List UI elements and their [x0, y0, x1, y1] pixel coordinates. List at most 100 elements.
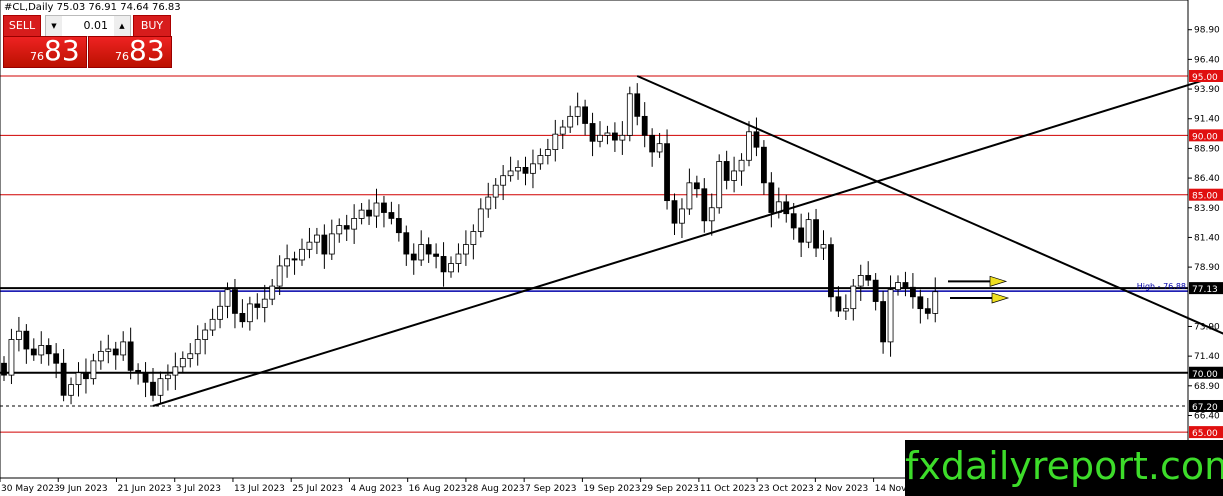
candle — [112, 348, 119, 356]
price-badge — [1189, 426, 1223, 439]
candle — [746, 131, 752, 161]
x-tick-label: 7 Sep 2023 — [525, 484, 576, 494]
buy-price-small: 76 — [115, 50, 129, 63]
candle — [1, 362, 7, 376]
triangle-up-icon[interactable]: ▲ — [114, 16, 130, 36]
candle — [604, 132, 611, 136]
x-tick-label: 29 Sep 2023 — [642, 484, 699, 494]
candle — [306, 241, 313, 250]
candle — [410, 253, 417, 261]
candle — [753, 131, 760, 148]
candle — [679, 208, 685, 224]
candle — [254, 303, 261, 308]
candle — [388, 212, 395, 219]
candle — [68, 384, 74, 396]
price-badge-label: 67.20 — [1192, 403, 1218, 413]
y-tick-label: 78.90 — [1194, 263, 1220, 273]
y-tick-label: 73.90 — [1194, 322, 1220, 332]
candle — [150, 381, 156, 396]
candle — [105, 348, 112, 352]
y-tick-label: 71.40 — [1194, 352, 1220, 362]
candle — [90, 360, 97, 380]
candle — [649, 134, 656, 153]
candle — [910, 286, 916, 298]
candle — [641, 115, 648, 136]
candle — [544, 149, 551, 156]
buy-price[interactable]: 76 83 — [88, 34, 172, 68]
price-badge — [1189, 399, 1223, 412]
candle — [313, 234, 320, 243]
candle — [440, 256, 447, 273]
candle — [97, 350, 104, 362]
candle — [448, 263, 454, 273]
candle — [462, 244, 469, 255]
lot-value[interactable]: 0.01 — [83, 19, 109, 32]
price-badge — [1189, 188, 1223, 201]
candle — [336, 225, 343, 235]
candle — [30, 348, 37, 356]
candle — [418, 244, 425, 261]
candle — [127, 341, 134, 371]
candle — [798, 227, 805, 243]
sell-price[interactable]: 76 83 — [3, 34, 87, 68]
candle — [500, 175, 507, 186]
candle — [559, 126, 566, 135]
candle — [217, 305, 223, 320]
candle — [83, 372, 89, 380]
lot-size-field[interactable]: ▼ 0.01 ▲ — [45, 15, 131, 37]
candle — [269, 285, 276, 300]
candle — [373, 202, 380, 217]
candle — [194, 339, 201, 355]
candle — [135, 369, 142, 374]
price-badge — [1189, 366, 1223, 379]
candle — [164, 374, 171, 380]
candle — [485, 196, 492, 210]
candle — [783, 201, 790, 215]
y-tick-label: 88.90 — [1194, 144, 1220, 154]
candle — [582, 106, 588, 124]
candle — [75, 372, 82, 386]
candle — [351, 218, 358, 230]
candle — [761, 146, 767, 184]
chart-title: #CL,Daily 75.03 76.91 74.64 76.83 — [4, 2, 181, 13]
candle — [574, 106, 581, 117]
price-badge — [1189, 129, 1223, 142]
y-tick-label: 86.40 — [1194, 174, 1220, 184]
candle — [634, 93, 641, 117]
candle — [187, 353, 194, 359]
candle — [693, 182, 700, 190]
candle — [276, 265, 283, 287]
candle — [768, 182, 775, 213]
y-tick-label: 68.90 — [1194, 382, 1220, 392]
sell-price-small: 76 — [30, 50, 44, 63]
candle — [358, 209, 365, 219]
sell-button[interactable]: SELL — [3, 15, 41, 37]
triangle-down-icon[interactable]: ▼ — [46, 16, 62, 36]
high-line-label: High - 76.88 — [1137, 282, 1186, 291]
x-tick-label: 16 Aug 2023 — [409, 484, 467, 494]
candle — [865, 275, 872, 281]
candle — [828, 244, 834, 298]
candle — [425, 244, 432, 255]
candle — [805, 219, 812, 243]
candle — [403, 232, 410, 255]
plot-frame — [0, 0, 1189, 479]
candle — [850, 285, 857, 310]
candle — [820, 244, 827, 249]
candle — [612, 132, 618, 141]
candle — [708, 207, 715, 222]
candle — [619, 134, 626, 141]
x-tick-label: 21 Jun 2023 — [117, 484, 171, 494]
y-tick-label: 98.90 — [1194, 26, 1220, 36]
x-tick-label: 3 Jul 2023 — [176, 484, 221, 494]
x-tick-label: 11 Oct 2023 — [700, 484, 756, 494]
y-tick-label: 93.90 — [1194, 85, 1220, 95]
y-tick-label: 81.40 — [1194, 233, 1220, 243]
candle — [291, 258, 298, 261]
candle — [880, 301, 886, 343]
y-tick-label: 83.90 — [1194, 204, 1220, 214]
price-badge-label: 95.00 — [1192, 73, 1218, 83]
candle — [731, 170, 737, 181]
price-badge-label: 77.13 — [1192, 285, 1218, 295]
